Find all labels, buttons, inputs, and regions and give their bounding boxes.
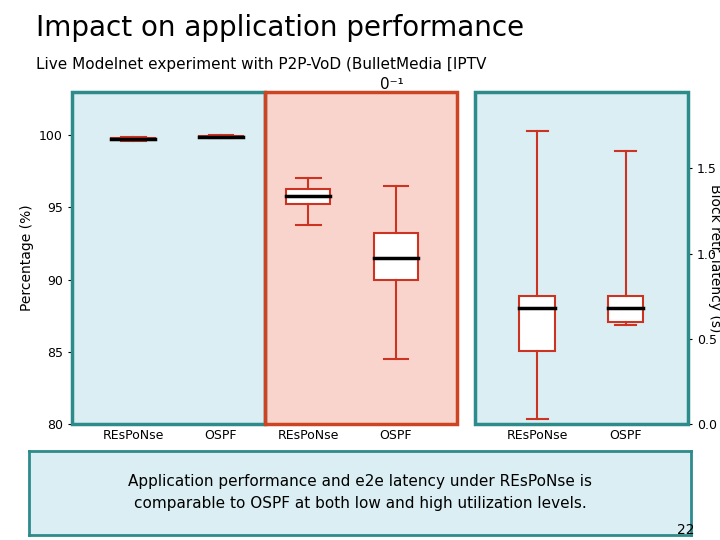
Bar [519,296,555,350]
Text: high utilization: high utilization [306,494,398,507]
Y-axis label: Percentage (%): Percentage (%) [19,205,34,311]
Bar [287,188,330,205]
Text: 22: 22 [678,523,695,537]
Bar [608,296,644,322]
Bar [374,233,418,280]
Y-axis label: Block retr. latency (s): Block retr. latency (s) [708,184,720,332]
Text: low utilization: low utilization [538,470,625,483]
Bar [475,92,688,424]
Text: low utilization: low utilization [134,494,220,507]
Text: Live Modelnet experiment with P2P-VoD (BulletMedia [IPTV: Live Modelnet experiment with P2P-VoD (B… [36,57,487,72]
Bar [199,136,243,137]
Bar [112,138,156,140]
Bar [72,92,265,424]
Bar [72,92,265,424]
Bar [265,92,457,424]
Bar [265,92,457,424]
Text: 0⁻¹: 0⁻¹ [380,77,404,92]
Text: Application performance and e2e latency under REsPoNse is
comparable to OSPF at : Application performance and e2e latency … [128,474,592,511]
Text: Impact on application performance: Impact on application performance [36,14,524,42]
